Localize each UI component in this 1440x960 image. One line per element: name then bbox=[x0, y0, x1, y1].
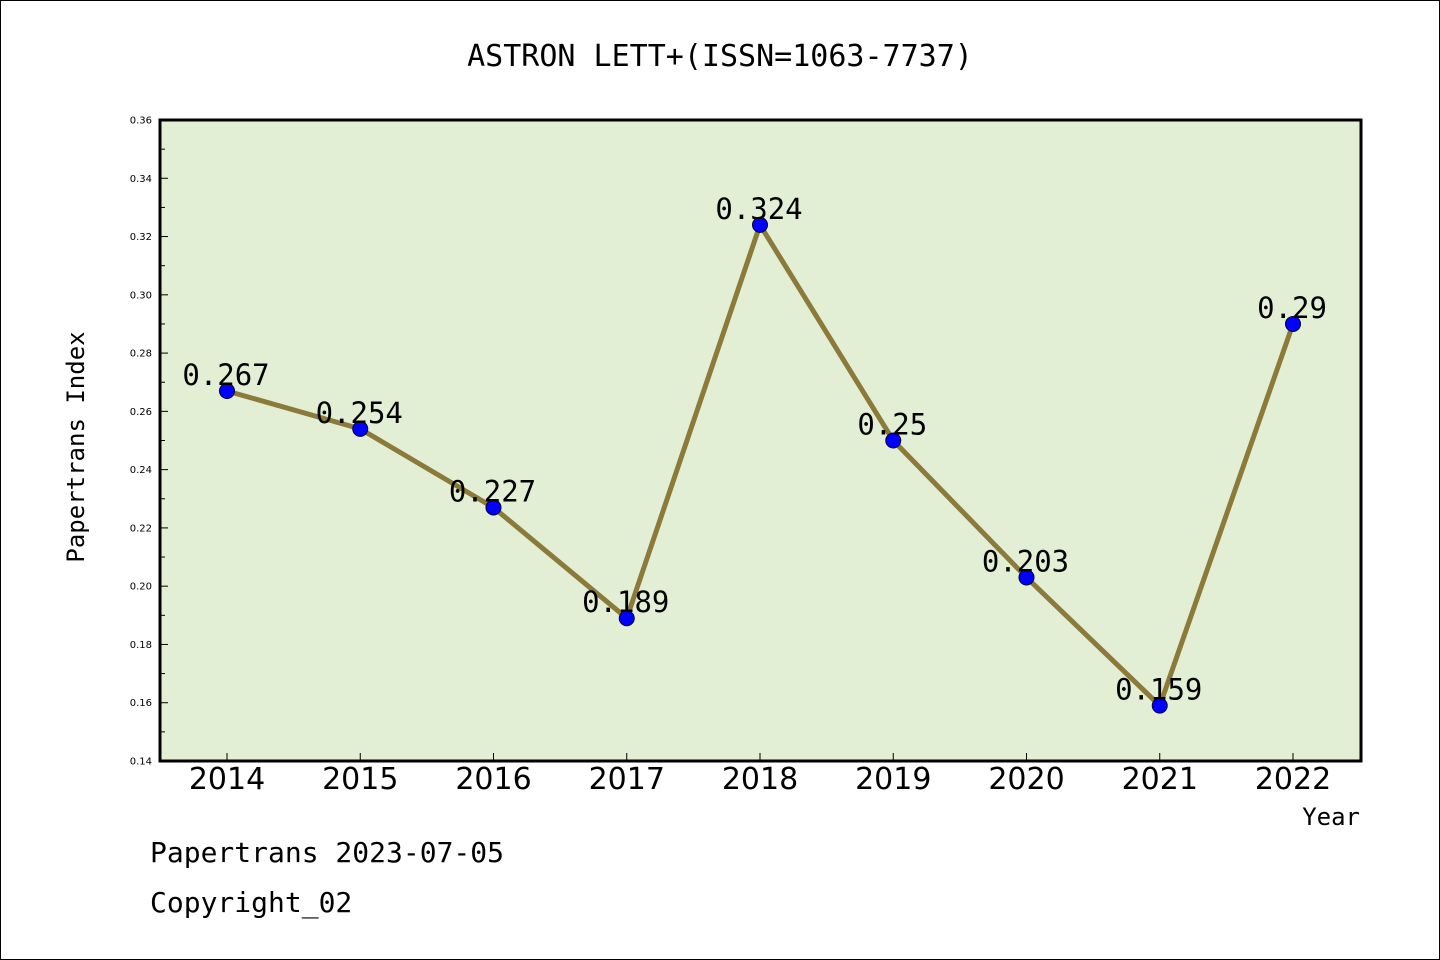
data-point bbox=[1151, 697, 1168, 714]
y-tick-label: 0.24 bbox=[130, 465, 152, 476]
y-tick-label: 0.30 bbox=[130, 290, 152, 301]
x-tick-label: 2014 bbox=[189, 762, 265, 797]
data-label: 0.25 bbox=[857, 408, 927, 442]
y-tick-label: 0.34 bbox=[130, 174, 152, 185]
chart-title: ASTRON LETT+(ISSN=1063-7737) bbox=[467, 39, 973, 74]
data-label: 0.254 bbox=[316, 396, 403, 430]
data-label: 0.159 bbox=[1115, 673, 1202, 707]
y-tick-label: 0.22 bbox=[130, 523, 152, 534]
footer-date: Papertrans 2023-07-05 bbox=[150, 836, 505, 869]
x-axis-label: Year bbox=[1302, 803, 1360, 831]
data-label: 0.189 bbox=[582, 585, 669, 619]
x-tick-label: 2019 bbox=[855, 762, 931, 797]
y-tick-label: 0.26 bbox=[130, 407, 152, 418]
data-point bbox=[752, 216, 768, 233]
x-tick-label: 2017 bbox=[589, 762, 665, 797]
data-point bbox=[1285, 315, 1301, 332]
x-tick-label: 2015 bbox=[322, 762, 398, 797]
y-tick-label: 0.28 bbox=[130, 349, 152, 360]
x-tick-label: 2020 bbox=[988, 762, 1064, 797]
plot-border bbox=[158, 118, 1363, 763]
y-tick-label: 0.20 bbox=[130, 582, 152, 593]
data-label: 0.324 bbox=[715, 192, 802, 226]
y-tick-label: 0.36 bbox=[130, 116, 152, 127]
x-tick-label: 2018 bbox=[722, 762, 798, 797]
x-tick-label: 2022 bbox=[1255, 762, 1331, 797]
y-axis-label: Papertrans Index bbox=[62, 331, 90, 562]
y-tick-label: 0.16 bbox=[130, 698, 152, 709]
data-label: 0.203 bbox=[982, 544, 1069, 578]
data-point bbox=[618, 610, 635, 627]
data-label: 0.267 bbox=[182, 358, 269, 392]
data-label: 0.227 bbox=[449, 475, 536, 509]
data-point bbox=[1018, 569, 1035, 586]
x-axis: 2014 2015 2016 2017 2018 2019 2020 2021 2022 bbox=[189, 753, 1331, 797]
y-tick-label: 0.18 bbox=[130, 640, 152, 651]
data-point bbox=[885, 432, 902, 449]
x-tick-label: 2021 bbox=[1122, 762, 1198, 797]
data-point bbox=[219, 382, 235, 399]
footer-copyright: Copyright_02 bbox=[150, 886, 353, 919]
x-tick-label: 2016 bbox=[455, 762, 531, 797]
series-layer: 0.267 0.254 0.227 0.189 0.324 0.25 0.203 0.159 0… bbox=[182, 192, 1327, 714]
y-tick-label: 0.14 bbox=[130, 757, 152, 768]
data-point bbox=[352, 420, 369, 437]
data-label: 0.29 bbox=[1257, 291, 1327, 325]
y-tick-label: 0.32 bbox=[130, 232, 152, 243]
data-point bbox=[485, 499, 502, 516]
